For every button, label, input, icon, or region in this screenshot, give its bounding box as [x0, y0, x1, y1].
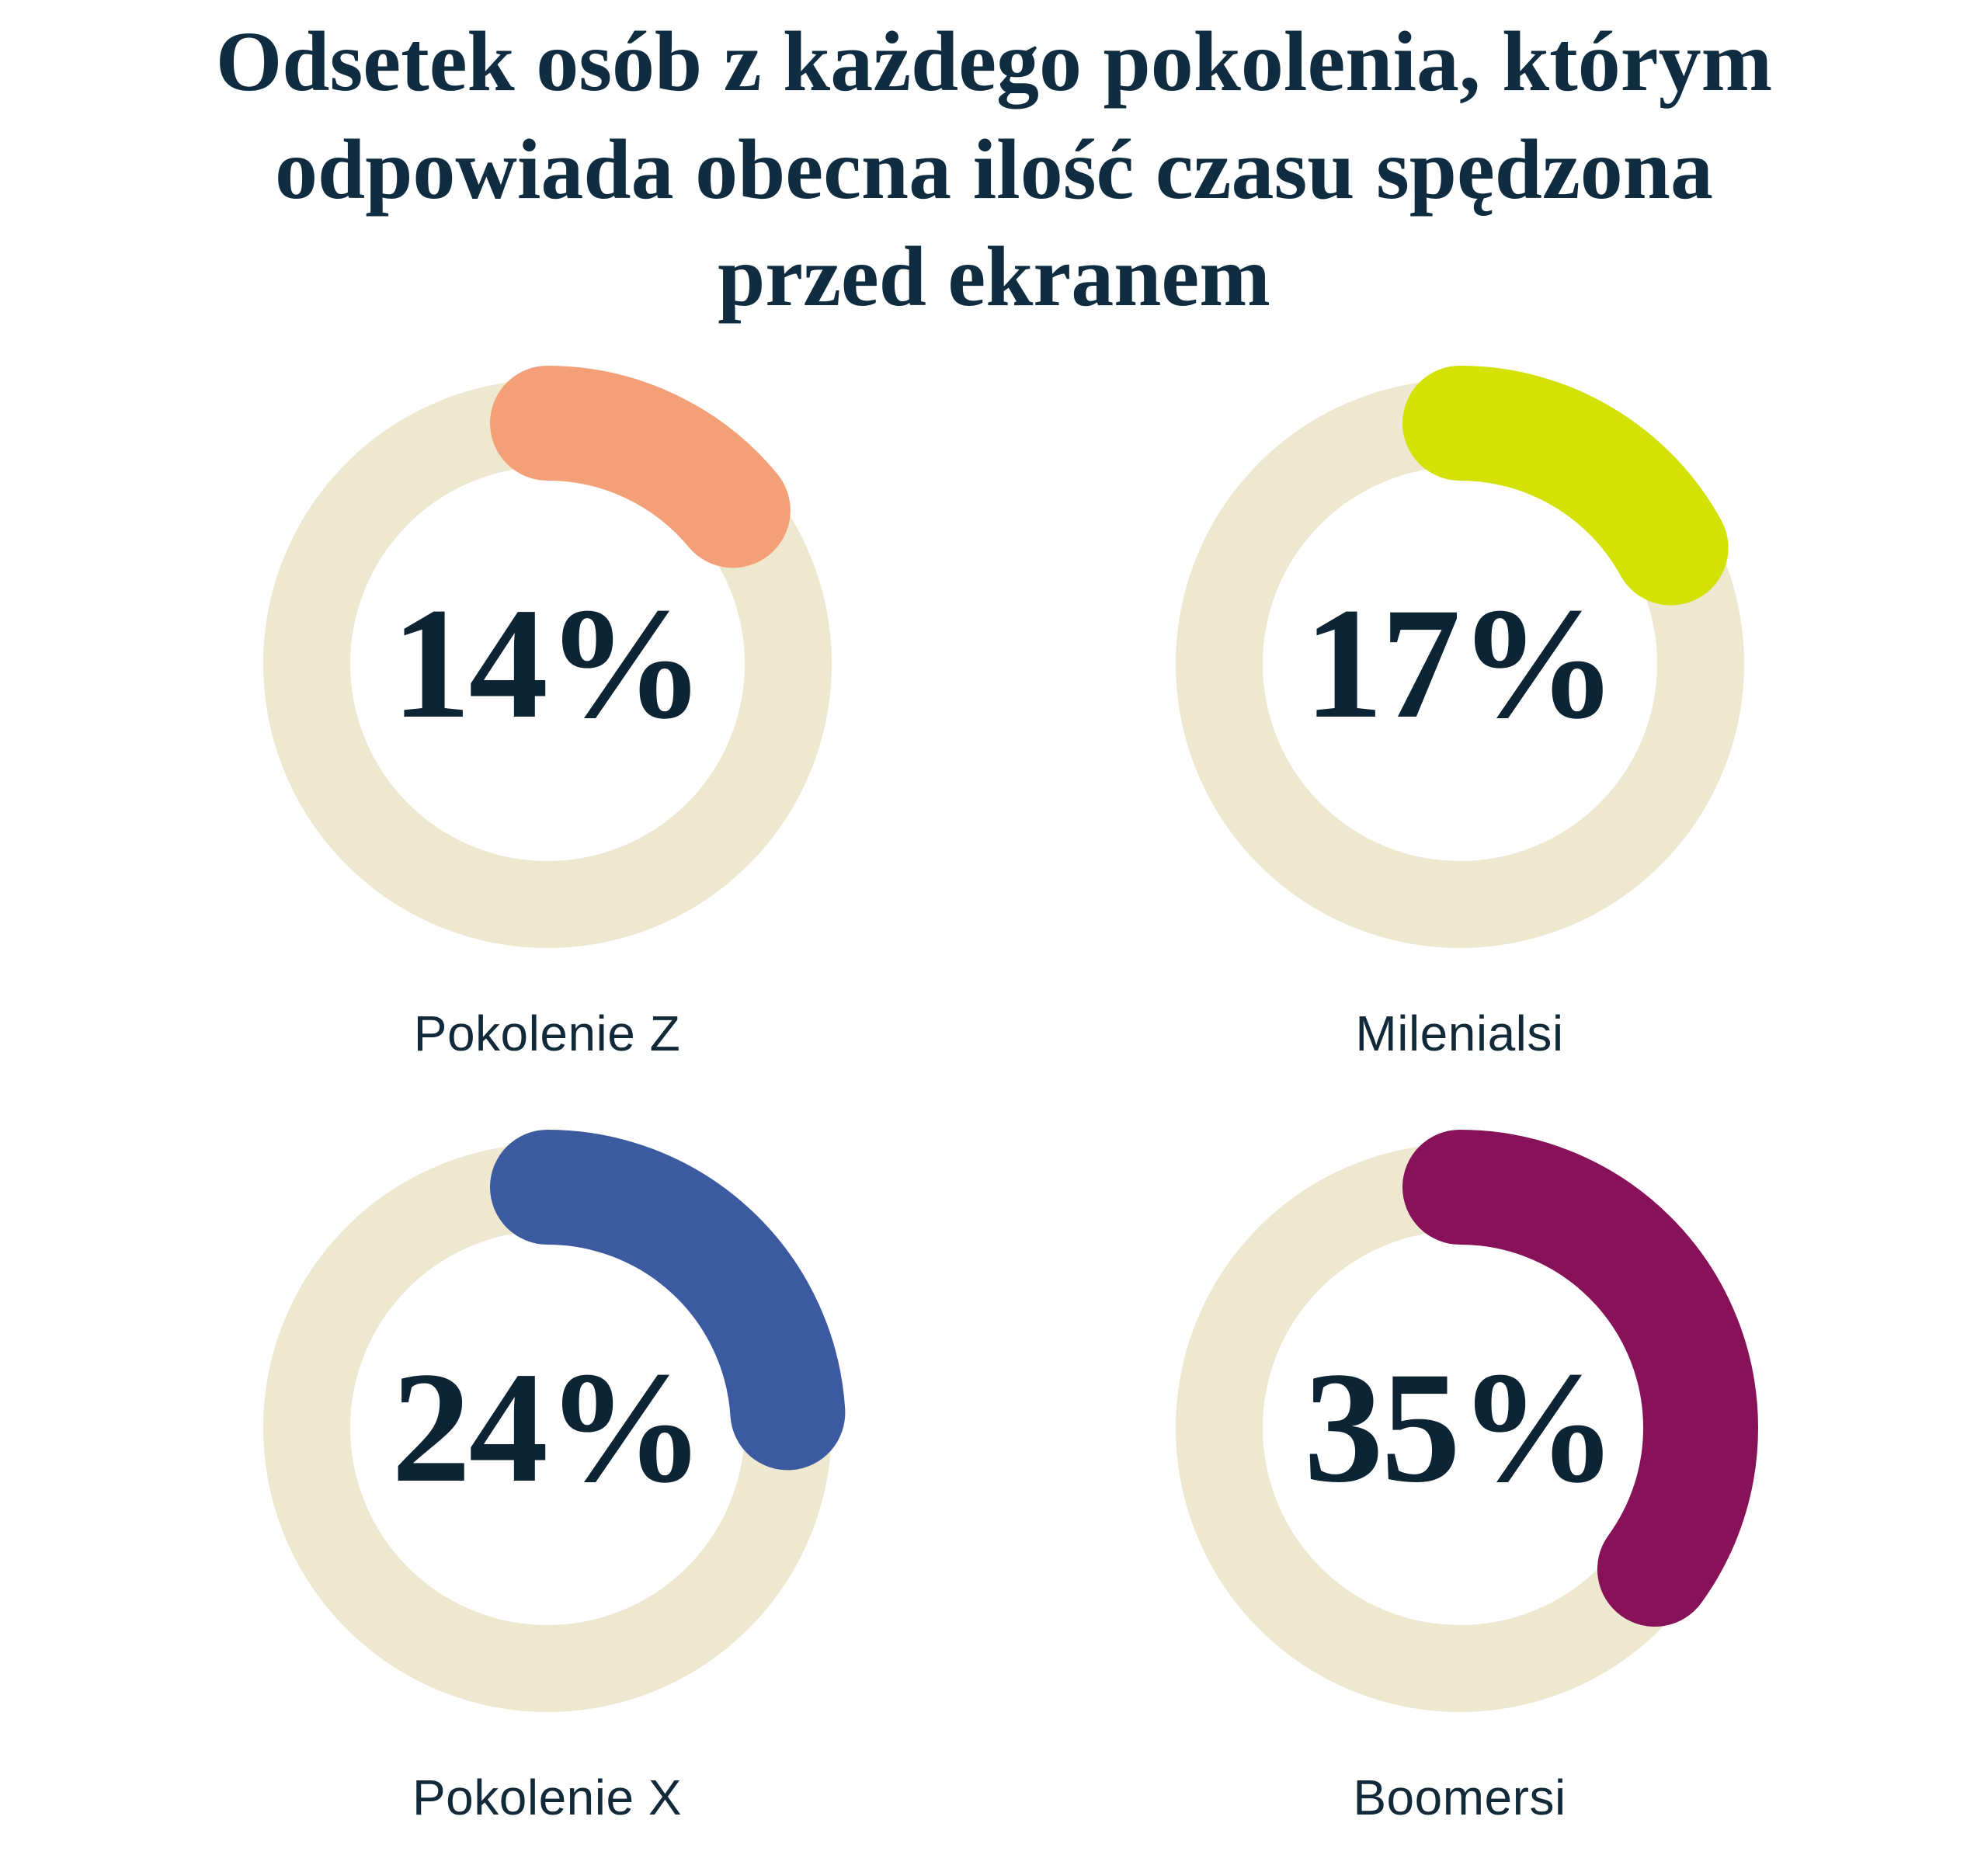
donut-svg: [1161, 365, 1758, 962]
donut-figure-gen-x: 24% Pokolenie X: [91, 1121, 1003, 1826]
title-line-2: odpowiada obecna ilość czasu spędzona: [275, 121, 1713, 217]
donut-chart-boomers: 35%: [1153, 1121, 1767, 1735]
donut-label: Milenialsi: [1355, 1005, 1564, 1061]
donut-chart-gen-z: 14%: [241, 357, 854, 971]
infographic-title: Odsetek osób z każdego pokolenia, którym…: [0, 0, 1988, 331]
donut-label: Pokolenie Z: [413, 1005, 681, 1061]
donut-svg: [248, 1129, 846, 1726]
donut-figure-millennials: 17% Milenialsi: [1003, 357, 1916, 1062]
donut-value-arc: [248, 1129, 846, 1726]
donut-value-arc: [1161, 1129, 1758, 1726]
donut-value-arc: [248, 365, 846, 962]
donut-label: Boomersi: [1353, 1769, 1566, 1825]
donut-svg: [248, 365, 846, 962]
title-line-3: przed ekranem: [718, 229, 1270, 325]
donut-grid: 14% Pokolenie Z 17% Milenialsi 24% Pokol…: [0, 357, 1988, 1826]
donut-value-arc: [1161, 365, 1758, 962]
donut-figure-gen-z: 14% Pokolenie Z: [91, 357, 1003, 1062]
donut-svg: [1161, 1129, 1758, 1726]
donut-chart-gen-x: 24%: [241, 1121, 854, 1735]
donut-label: Pokolenie X: [412, 1769, 683, 1825]
donut-figure-boomers: 35% Boomersi: [1003, 1121, 1916, 1826]
donut-chart-millennials: 17%: [1153, 357, 1767, 971]
title-line-1: Odsetek osób z każdego pokolenia, którym: [215, 14, 1773, 109]
